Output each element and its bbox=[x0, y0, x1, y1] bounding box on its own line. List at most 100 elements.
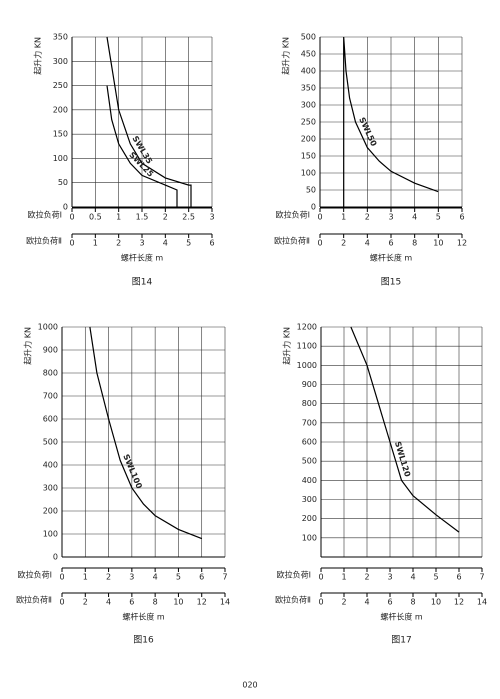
y-tick-label: 100 bbox=[53, 154, 68, 163]
x-tick-label: 0 bbox=[59, 573, 64, 582]
curve bbox=[350, 326, 460, 533]
x-tick-label: 0 bbox=[317, 239, 322, 248]
x-tick-label: 12 bbox=[457, 239, 467, 248]
x-tick-label: 10 bbox=[431, 598, 441, 607]
x-tick-label: 1.5 bbox=[136, 213, 149, 222]
x-tick-label: 3 bbox=[129, 573, 134, 582]
x-tick-label: 3 bbox=[209, 213, 214, 222]
x-axis-label: 螺杆长度 m bbox=[121, 253, 164, 263]
x-tick-label: 6 bbox=[459, 213, 464, 222]
y-tick-label: 100 bbox=[43, 530, 58, 539]
y-tick-label: 700 bbox=[43, 392, 58, 401]
x-tick-label: 6 bbox=[387, 598, 392, 607]
y-tick-label: 800 bbox=[43, 369, 58, 378]
y-tick-label: 400 bbox=[43, 461, 58, 470]
x-row-label: 欧拉负荷Ⅰ bbox=[18, 570, 52, 580]
x-tick-label: 4 bbox=[153, 573, 158, 582]
y-tick-label: 1000 bbox=[297, 361, 317, 370]
y-tick-label: 200 bbox=[302, 514, 317, 523]
y-tick-label: 400 bbox=[301, 67, 316, 76]
x-row-label: 欧拉负荷Ⅱ bbox=[275, 595, 311, 605]
x-tick-label: 5 bbox=[436, 213, 441, 222]
y-axis-label: 起升力 KN bbox=[282, 327, 292, 365]
y-tick-label: 500 bbox=[43, 438, 58, 447]
y-tick-label: 300 bbox=[301, 101, 316, 110]
x-tick-label: 6 bbox=[129, 598, 134, 607]
y-tick-label: 500 bbox=[301, 33, 316, 42]
y-tick-label: 400 bbox=[302, 476, 317, 485]
y-tick-label: 500 bbox=[302, 457, 317, 466]
x-tick-label: 2 bbox=[106, 573, 111, 582]
x-row-label: 欧拉负荷Ⅱ bbox=[16, 595, 52, 605]
x-tick-label: 8 bbox=[412, 239, 417, 248]
x-tick-label: 2.5 bbox=[182, 213, 195, 222]
x-tick-label: 8 bbox=[410, 598, 415, 607]
y-tick-label: 50 bbox=[58, 178, 68, 187]
x-tick-label: 4 bbox=[365, 239, 370, 248]
x-tick-label: 8 bbox=[153, 598, 158, 607]
x-tick-label: 1 bbox=[93, 239, 98, 248]
x-tick-label: 7 bbox=[222, 573, 227, 582]
x-tick-label: 0 bbox=[317, 213, 322, 222]
figure-caption: 图16 bbox=[133, 635, 154, 646]
y-tick-label: 250 bbox=[301, 118, 316, 127]
x-tick-label: 1 bbox=[116, 213, 121, 222]
x-axis-label: 螺杆长度 m bbox=[380, 612, 423, 622]
x-tick-label: 4 bbox=[364, 598, 369, 607]
y-tick-label: 0 bbox=[53, 553, 58, 562]
curve bbox=[89, 326, 202, 540]
x-tick-label: 1 bbox=[83, 573, 88, 582]
x-row-label: 欧拉负荷Ⅰ bbox=[276, 210, 310, 220]
x-tick-label: 6 bbox=[199, 573, 204, 582]
x-tick-label: 1 bbox=[341, 213, 346, 222]
x-tick-label: 5 bbox=[433, 573, 438, 582]
page-number: 020 bbox=[242, 681, 257, 690]
y-tick-label: 1200 bbox=[297, 323, 317, 332]
y-tick-label: 350 bbox=[53, 33, 68, 42]
x-tick-label: 10 bbox=[433, 239, 443, 248]
x-tick-label: 0.5 bbox=[89, 213, 102, 222]
y-tick-label: 600 bbox=[43, 415, 58, 424]
x-axis-label: 螺杆长度 m bbox=[122, 612, 165, 622]
x-row-label: 欧拉负荷Ⅰ bbox=[277, 570, 311, 580]
x-tick-label: 5 bbox=[176, 573, 181, 582]
x-tick-label: 14 bbox=[477, 598, 487, 607]
x-tick-label: 2 bbox=[365, 213, 370, 222]
x-tick-label: 2 bbox=[364, 573, 369, 582]
x-tick-label: 10 bbox=[173, 598, 183, 607]
y-tick-label: 150 bbox=[301, 152, 316, 161]
x-tick-label: 3 bbox=[388, 213, 393, 222]
y-tick-label: 1000 bbox=[38, 323, 58, 332]
x-row-label: 欧拉负荷Ⅱ bbox=[26, 236, 62, 246]
x-tick-label: 12 bbox=[197, 598, 207, 607]
y-tick-label: 100 bbox=[302, 533, 317, 542]
curve bbox=[106, 36, 192, 207]
x-tick-label: 7 bbox=[479, 573, 484, 582]
x-tick-label: 0 bbox=[318, 598, 323, 607]
x-tick-label: 4 bbox=[410, 573, 415, 582]
x-tick-label: 4 bbox=[106, 598, 111, 607]
y-tick-label: 0 bbox=[311, 203, 316, 212]
x-tick-label: 2 bbox=[83, 598, 88, 607]
y-tick-label: 600 bbox=[302, 438, 317, 447]
figure-caption: 图17 bbox=[391, 635, 411, 646]
x-tick-label: 3 bbox=[139, 239, 144, 248]
y-tick-label: 700 bbox=[302, 418, 317, 427]
curve bbox=[343, 36, 439, 207]
y-tick-label: 50 bbox=[306, 186, 316, 195]
y-tick-label: 900 bbox=[302, 380, 317, 389]
y-axis-label: 起升力 KN bbox=[33, 37, 43, 75]
x-tick-label: 6 bbox=[456, 573, 461, 582]
y-tick-label: 300 bbox=[302, 495, 317, 504]
y-tick-label: 250 bbox=[53, 81, 68, 90]
y-tick-label: 350 bbox=[301, 84, 316, 93]
x-tick-label: 2 bbox=[341, 239, 346, 248]
y-tick-label: 900 bbox=[43, 346, 58, 355]
x-tick-label: 2 bbox=[116, 239, 121, 248]
x-tick-label: 2 bbox=[341, 598, 346, 607]
figure-caption: 图14 bbox=[132, 277, 153, 288]
y-tick-label: 200 bbox=[43, 507, 58, 516]
y-axis-label: 起升力 KN bbox=[281, 37, 291, 75]
x-tick-label: 0 bbox=[59, 598, 64, 607]
